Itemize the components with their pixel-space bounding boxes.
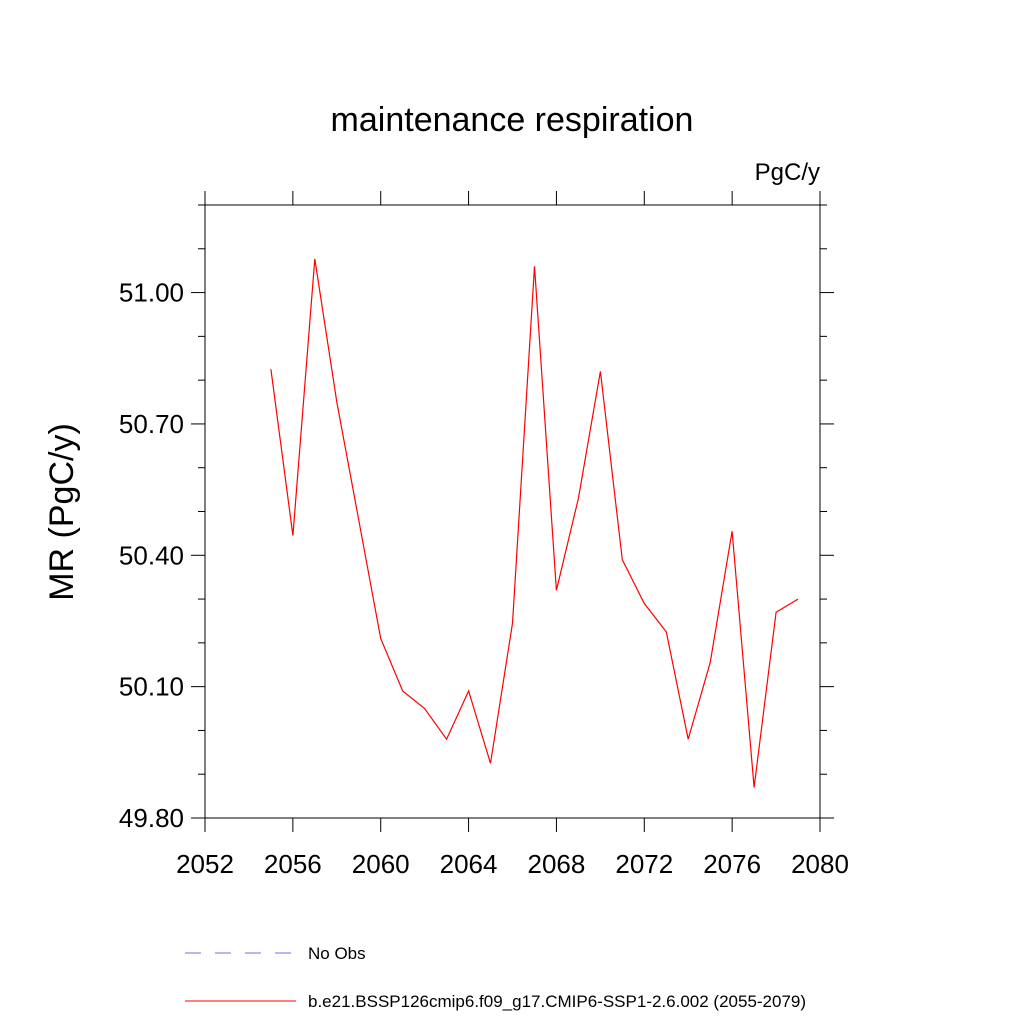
data-point xyxy=(643,602,646,605)
data-point xyxy=(445,738,448,741)
data-point xyxy=(357,519,360,522)
data-point xyxy=(687,738,690,741)
y-tick-label: 50.40 xyxy=(119,540,184,570)
x-tick-label: 2064 xyxy=(440,849,498,879)
legend-label: b.e21.BSSP126cmip6.f09_g17.CMIP6-SSP1-2.… xyxy=(308,992,806,1011)
data-point xyxy=(291,534,294,537)
data-point xyxy=(533,265,536,268)
data-point xyxy=(269,368,272,371)
data-point xyxy=(709,661,712,664)
x-tick-label: 2056 xyxy=(264,849,322,879)
x-tick-label: 2072 xyxy=(615,849,673,879)
x-tick-label: 2060 xyxy=(352,849,410,879)
data-point xyxy=(621,558,624,561)
data-point xyxy=(511,622,514,625)
data-point xyxy=(467,690,470,693)
data-point xyxy=(731,530,734,533)
x-tick-label: 2068 xyxy=(528,849,586,879)
data-point xyxy=(775,611,778,614)
data-point xyxy=(379,637,382,640)
data-point xyxy=(423,707,426,710)
data-point xyxy=(489,762,492,765)
data-point xyxy=(335,401,338,404)
y-tick-label: 50.10 xyxy=(119,672,184,702)
y-tick-label: 50.70 xyxy=(119,409,184,439)
x-tick-label: 2080 xyxy=(791,849,849,879)
y-axis-label: MR (PgC/y) xyxy=(43,423,81,601)
units-label: PgC/y xyxy=(755,159,820,186)
plot-area xyxy=(204,204,821,819)
y-tick-label: 51.00 xyxy=(119,278,184,308)
series-line xyxy=(270,258,799,788)
data-point xyxy=(665,630,668,633)
x-tick-label: 2076 xyxy=(703,849,761,879)
x-tick-label: 2052 xyxy=(176,849,234,879)
data-point xyxy=(313,257,316,260)
data-point xyxy=(401,690,404,693)
chart-title: maintenance respiration xyxy=(331,101,694,139)
data-point xyxy=(797,598,800,601)
data-point xyxy=(753,786,756,789)
y-tick-label: 49.80 xyxy=(119,803,184,833)
legend-label: No Obs xyxy=(308,944,366,963)
data-point xyxy=(599,370,602,373)
data-point xyxy=(577,497,580,500)
data-point xyxy=(555,589,558,592)
